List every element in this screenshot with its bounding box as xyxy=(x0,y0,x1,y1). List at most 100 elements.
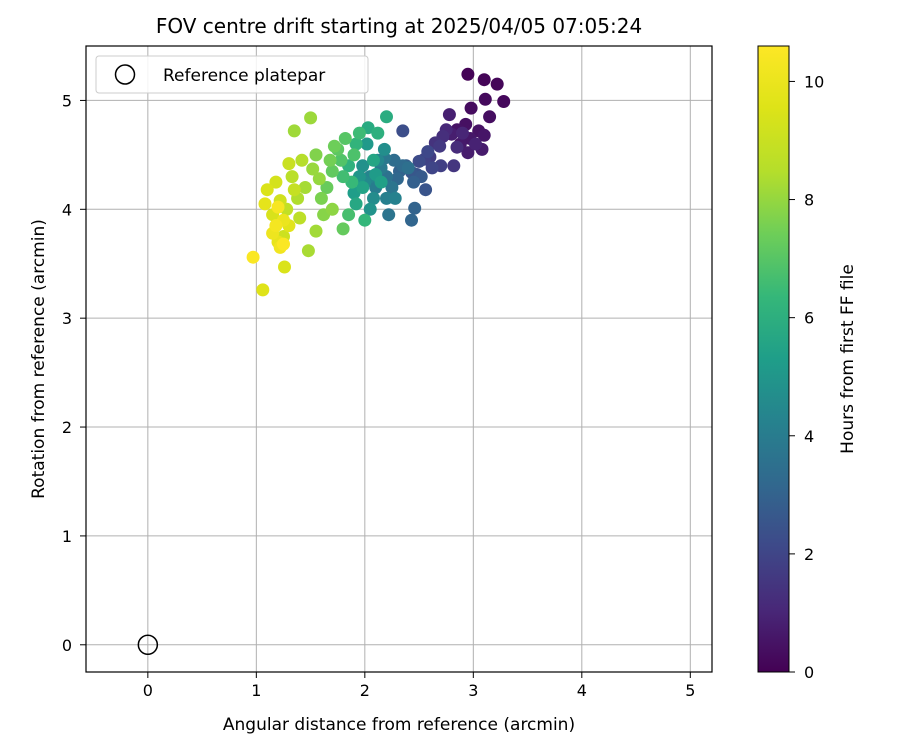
data-point xyxy=(433,139,447,153)
y-tick-label: 3 xyxy=(62,309,72,328)
x-tick-label: 1 xyxy=(251,681,261,700)
data-point xyxy=(490,77,504,91)
x-tick-label: 0 xyxy=(143,681,153,700)
colorbar: 0 2 4 6 8 10 Hours from first FF file xyxy=(757,45,858,682)
data-point xyxy=(314,191,328,205)
data-point xyxy=(367,191,380,205)
data-point xyxy=(285,170,299,184)
data-point xyxy=(360,137,374,151)
y-tick-label: 1 xyxy=(62,527,72,546)
data-point xyxy=(271,200,285,214)
y-tick-label: 0 xyxy=(62,636,72,655)
data-point xyxy=(469,137,482,151)
data-point xyxy=(298,181,312,194)
data-point xyxy=(421,145,435,159)
data-point xyxy=(256,283,270,297)
data-point xyxy=(363,202,377,216)
data-point xyxy=(287,183,301,197)
data-points xyxy=(246,67,511,297)
data-point xyxy=(352,126,366,140)
data-point xyxy=(380,110,393,124)
data-point xyxy=(342,208,356,222)
data-point xyxy=(287,124,301,138)
colorbar-label: Hours from first FF file xyxy=(838,264,858,454)
data-point xyxy=(347,148,361,162)
data-point xyxy=(407,175,421,189)
data-point xyxy=(349,197,363,211)
legend-marker xyxy=(114,64,136,85)
legend-label: Reference platepar xyxy=(163,66,325,86)
data-point xyxy=(483,110,497,124)
data-point xyxy=(408,201,422,215)
data-point xyxy=(425,161,439,175)
data-point xyxy=(374,175,388,189)
data-point xyxy=(336,222,350,236)
data-point xyxy=(461,146,475,160)
colorbar-gradient xyxy=(757,45,790,673)
legend: Reference platepar xyxy=(95,55,369,94)
legend-box xyxy=(95,55,369,94)
data-point xyxy=(278,260,291,274)
y-tick-label: 4 xyxy=(62,200,72,219)
reference-point-marker xyxy=(137,634,159,656)
data-point xyxy=(385,181,399,194)
data-point xyxy=(464,101,478,115)
data-point xyxy=(377,142,391,156)
data-point xyxy=(282,157,296,171)
x-tick-label: 3 xyxy=(468,681,478,700)
data-point xyxy=(325,202,339,216)
colorbar-tick-label: 0 xyxy=(804,663,814,682)
data-point xyxy=(477,73,491,87)
y-axis-label: Rotation from reference (arcmin) xyxy=(29,219,49,499)
data-point xyxy=(419,183,433,197)
data-point xyxy=(312,172,326,186)
data-point xyxy=(358,213,372,227)
y-axis-ticks: 0 1 2 3 4 5 xyxy=(62,91,86,655)
data-point xyxy=(269,175,283,189)
x-axis-label: Angular distance from reference (arcmin) xyxy=(223,715,575,735)
data-point xyxy=(405,213,418,227)
colorbar-tick-label: 6 xyxy=(804,309,814,328)
colorbar-tick-label: 4 xyxy=(804,427,814,446)
data-point xyxy=(497,95,511,108)
data-point xyxy=(306,162,320,176)
data-point xyxy=(442,108,456,122)
x-axis-ticks: 0 1 2 3 4 5 xyxy=(143,672,695,700)
x-tick-label: 2 xyxy=(360,681,370,700)
colorbar-tick-label: 10 xyxy=(804,72,824,91)
data-point xyxy=(309,224,323,238)
data-point xyxy=(277,237,290,251)
data-point xyxy=(388,191,402,205)
data-point xyxy=(478,92,492,106)
data-point xyxy=(356,181,370,194)
data-point xyxy=(295,153,309,167)
data-point xyxy=(477,128,491,142)
data-point xyxy=(258,197,272,211)
data-point xyxy=(396,124,410,138)
data-point xyxy=(412,154,426,168)
plot-frame xyxy=(85,45,713,673)
colorbar-tick-label: 2 xyxy=(804,545,814,564)
colorbar-ticks: 0 2 4 6 8 10 xyxy=(789,72,824,682)
x-tick-label: 5 xyxy=(685,681,695,700)
data-point xyxy=(327,139,341,153)
data-point xyxy=(456,126,469,140)
data-point xyxy=(325,164,339,178)
y-tick-label: 5 xyxy=(62,91,72,110)
data-point xyxy=(246,250,260,264)
data-point xyxy=(301,244,315,258)
data-point xyxy=(382,208,396,222)
colorbar-tick-label: 8 xyxy=(804,191,814,210)
data-point xyxy=(461,67,475,81)
data-point xyxy=(387,153,401,167)
x-tick-label: 4 xyxy=(577,681,587,700)
data-point xyxy=(367,153,380,167)
data-point xyxy=(269,219,283,233)
data-point xyxy=(304,111,318,125)
data-point xyxy=(323,153,337,167)
y-tick-label: 2 xyxy=(62,418,72,437)
data-point xyxy=(309,148,323,162)
data-point xyxy=(336,170,350,184)
